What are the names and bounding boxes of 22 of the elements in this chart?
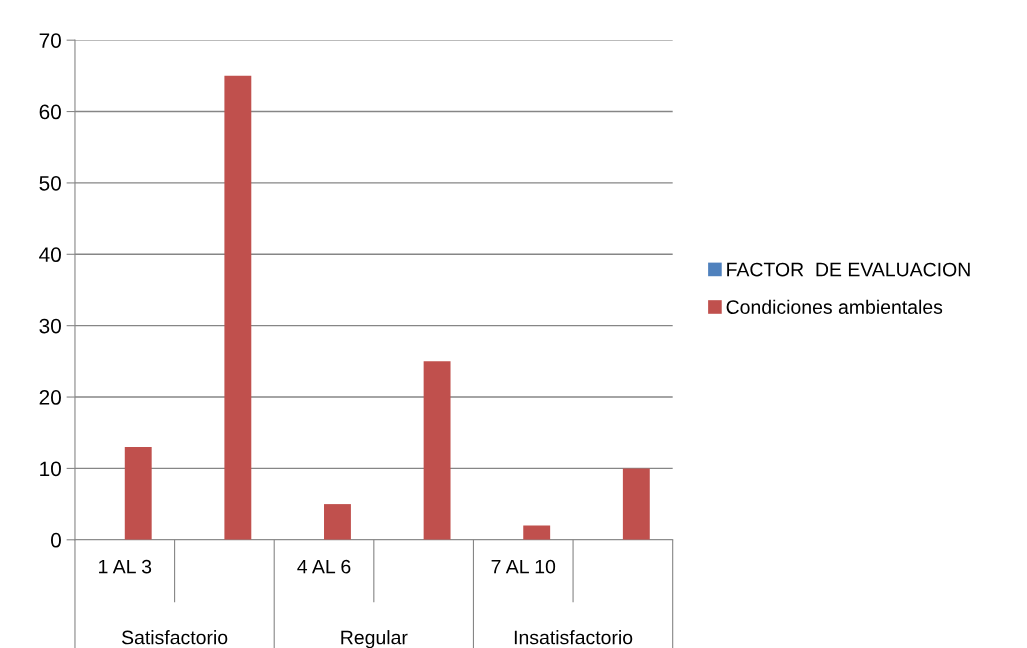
y-tick-label: 60 <box>39 104 61 120</box>
bar <box>423 361 451 540</box>
bar <box>224 75 252 540</box>
y-tick-label: 10 <box>40 461 61 477</box>
bar <box>324 504 351 540</box>
bar <box>124 447 152 540</box>
y-tick-label: 50 <box>39 175 61 191</box>
x-tick-label: 1 AL 3 <box>99 559 152 574</box>
x-tick-label: 7 AL 10 <box>491 559 556 574</box>
y-tick-label: 70 <box>39 33 61 48</box>
x-tick-label: 4 AL 6 <box>297 559 351 574</box>
text: Satisfactorio <box>121 630 228 645</box>
y-tick-label: 20 <box>39 390 61 405</box>
legend-label: FACTOR DE EVALUACION <box>727 262 970 277</box>
y-tick-label: 0 <box>51 532 61 548</box>
y-tick-label: 30 <box>39 318 61 334</box>
text: Insatisfactorio <box>514 630 633 645</box>
y-tick-label: 40 <box>39 247 61 263</box>
legend-label: Condiciones ambientales <box>726 299 943 314</box>
text: Regular <box>341 630 408 648</box>
bar <box>523 525 551 540</box>
bar <box>622 468 650 540</box>
